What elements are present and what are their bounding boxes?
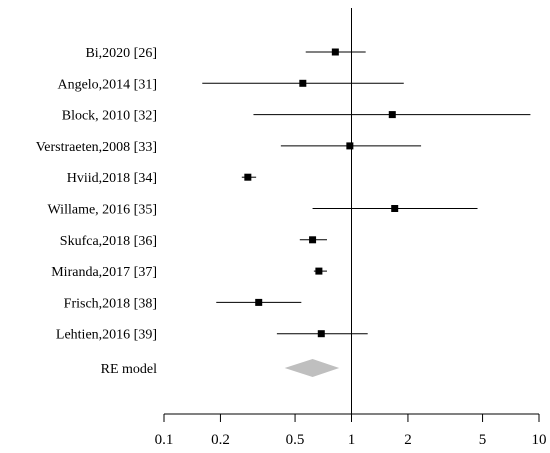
point-estimate	[244, 173, 252, 181]
x-tick-label: 5	[479, 432, 487, 448]
point-estimate	[346, 142, 354, 150]
x-tick-label: 0.5	[286, 432, 305, 448]
study-row: Frisch,2018 [38]	[64, 296, 302, 311]
x-tick-label: 10	[532, 432, 547, 448]
study-row: Bi,2020 [26]	[85, 46, 366, 61]
x-tick-label: 0.1	[155, 432, 174, 448]
point-estimate	[317, 330, 325, 338]
study-label: Bi,2020 [26]	[85, 46, 157, 61]
study-label: Block, 2010 [32]	[62, 109, 157, 124]
x-tick-label: 0.2	[211, 432, 230, 448]
x-axis: 0.1 0.2 0.5 1 2 5 10	[155, 413, 547, 448]
study-label: Verstraeten,2008 [33]	[36, 140, 157, 155]
study-label: Hviid,2018 [34]	[67, 171, 157, 186]
point-estimate	[388, 111, 396, 119]
study-label: Miranda,2017 [37]	[51, 265, 157, 280]
point-estimate	[255, 298, 263, 306]
point-estimate	[309, 236, 317, 244]
study-row: Hviid,2018 [34]	[67, 171, 257, 186]
study-row: Angelo,2014 [31]	[57, 77, 404, 92]
x-tick-label: 1	[348, 432, 356, 448]
x-tick-label: 2	[404, 432, 412, 448]
point-estimate	[315, 267, 323, 275]
study-rows: Bi,2020 [26] Angelo,2014 [31] Block, 2010 …	[36, 46, 531, 343]
study-row: Skufca,2018 [36]	[60, 234, 327, 249]
study-row: Block, 2010 [32]	[62, 109, 531, 124]
point-estimate	[331, 48, 339, 56]
summary-diamond	[284, 359, 340, 377]
summary-label: RE model	[101, 362, 157, 377]
study-label: Angelo,2014 [31]	[57, 77, 157, 92]
study-row: Willame, 2016 [35]	[48, 203, 478, 218]
study-label: Skufca,2018 [36]	[60, 234, 157, 249]
study-row: Verstraeten,2008 [33]	[36, 140, 422, 155]
study-label: Willame, 2016 [35]	[48, 203, 157, 218]
study-row: Miranda,2017 [37]	[51, 265, 327, 280]
point-estimate	[299, 79, 307, 87]
point-estimate	[391, 205, 399, 212]
study-label: Frisch,2018 [38]	[64, 296, 157, 311]
study-label: Lehtien,2016 [39]	[56, 328, 157, 343]
study-row: Lehtien,2016 [39]	[56, 328, 368, 343]
